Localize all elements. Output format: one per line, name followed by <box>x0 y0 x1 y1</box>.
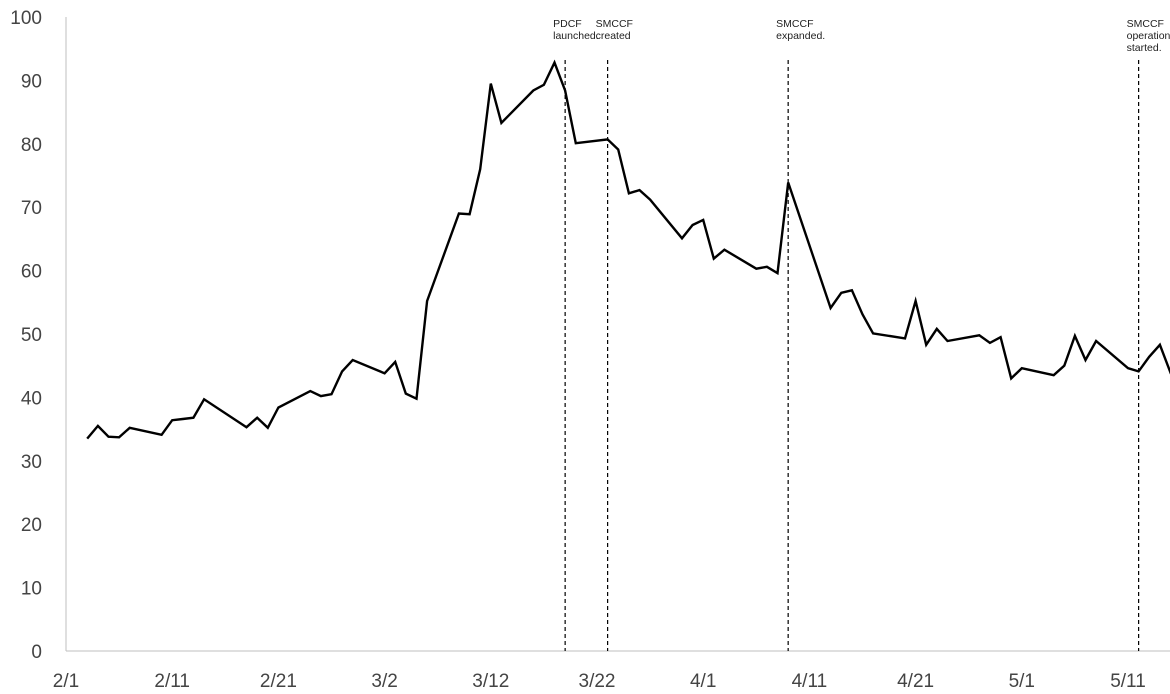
x-axis-ticks: 2/1 2/11 2/21 3/2 3/12 3/22 4/1 4/11 4/21 5/1 5/11 <box>53 671 1146 692</box>
x-tick-label: 3/2 <box>371 671 397 692</box>
x-tick-label: 5/11 <box>1110 671 1146 692</box>
x-tick-label: 2/21 <box>260 671 297 692</box>
y-tick-label: 100 <box>10 8 42 29</box>
annotation-label: SMCCF expanded. <box>776 18 825 42</box>
x-tick-label: 4/11 <box>792 671 828 692</box>
annotation-label: SMCCF operation started. <box>1127 18 1170 54</box>
y-tick-label: 90 <box>21 71 42 92</box>
y-axis-ticks: 0 10 20 30 40 50 60 70 80 90 100 <box>10 8 42 663</box>
y-tick-label: 40 <box>21 388 42 409</box>
x-tick-label: 3/12 <box>472 671 509 692</box>
y-tick-label: 0 <box>31 642 42 663</box>
x-tick-label: 4/21 <box>897 671 934 692</box>
x-tick-label: 2/11 <box>154 671 190 692</box>
y-tick-label: 50 <box>21 325 42 346</box>
x-tick-label: 3/22 <box>579 671 616 692</box>
x-tick-label: 5/1 <box>1009 671 1035 692</box>
y-tick-label: 70 <box>21 198 42 219</box>
x-tick-label: 2/1 <box>53 671 79 692</box>
y-tick-label: 60 <box>21 262 42 283</box>
series-line <box>86 59 1170 440</box>
y-tick-label: 80 <box>21 135 42 156</box>
annotation-label: SMCCF created <box>596 18 633 42</box>
y-tick-label: 10 <box>21 579 42 600</box>
y-tick-label: 20 <box>21 515 42 536</box>
x-tick-label: 4/1 <box>690 671 716 692</box>
annotations: PDCF launched.SMCCF created SMCCF expanded. S… <box>553 18 1170 651</box>
annotation-label: PDCF launched. <box>553 18 599 42</box>
y-tick-label: 30 <box>21 452 42 473</box>
series-group <box>86 59 1170 440</box>
